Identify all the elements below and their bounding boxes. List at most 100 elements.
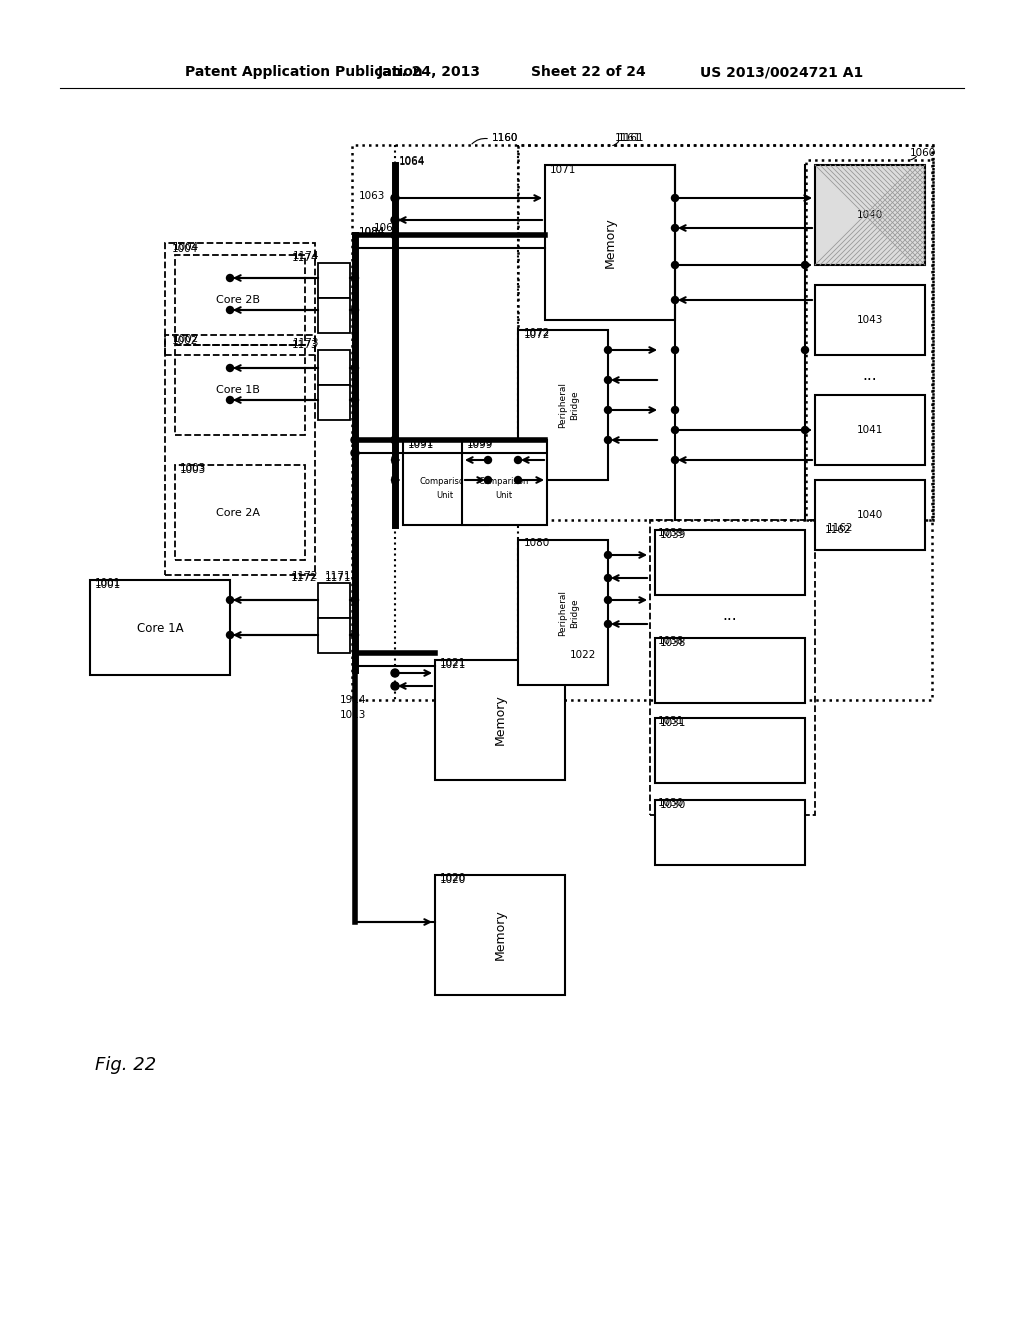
Bar [650, 520, 815, 814]
Bar [352, 145, 932, 700]
Text: 1072: 1072 [524, 327, 550, 338]
Bar [175, 465, 305, 560]
Bar [318, 583, 350, 618]
Text: Jan. 24, 2013: Jan. 24, 2013 [378, 65, 481, 79]
Text: 1171: 1171 [325, 573, 351, 583]
Text: 1080: 1080 [524, 539, 550, 548]
Text: Core 2B: Core 2B [216, 294, 260, 305]
Bar [655, 638, 805, 704]
Circle shape [484, 457, 492, 463]
Text: 1022: 1022 [570, 649, 596, 660]
Text: 1161: 1161 [615, 133, 641, 143]
Text: ...: ... [723, 607, 737, 623]
Text: 1173: 1173 [292, 341, 318, 350]
Circle shape [226, 306, 233, 314]
Bar [806, 160, 933, 520]
Text: Bridge: Bridge [570, 598, 580, 628]
Text: Fig. 22: Fig. 22 [95, 1056, 157, 1074]
Bar [318, 385, 350, 420]
Text: Peripheral: Peripheral [558, 381, 567, 428]
Text: 1039: 1039 [658, 528, 684, 539]
Circle shape [604, 376, 611, 384]
Circle shape [226, 631, 233, 639]
Bar [318, 618, 350, 653]
Bar [815, 480, 925, 550]
Text: 1038: 1038 [660, 638, 686, 648]
Text: 1084: 1084 [359, 227, 385, 238]
Bar [165, 335, 315, 576]
Text: 1914: 1914 [340, 696, 367, 705]
Circle shape [226, 275, 233, 281]
Text: 1013: 1013 [340, 710, 367, 719]
Bar [655, 800, 805, 865]
Circle shape [604, 597, 611, 603]
Circle shape [351, 631, 358, 639]
Circle shape [514, 457, 521, 463]
Bar [655, 718, 805, 783]
Bar [462, 440, 547, 525]
Text: 1171: 1171 [325, 572, 351, 581]
Text: Memory: Memory [494, 694, 507, 746]
Circle shape [391, 457, 398, 463]
Circle shape [391, 436, 399, 444]
Text: 1174: 1174 [293, 251, 319, 261]
Text: 1038: 1038 [658, 636, 684, 645]
Bar [545, 165, 675, 319]
Text: 1021: 1021 [440, 660, 466, 671]
Text: 1072: 1072 [524, 330, 550, 341]
Text: 1071: 1071 [550, 165, 577, 176]
Text: 1020: 1020 [440, 873, 466, 883]
Circle shape [604, 437, 611, 444]
Text: 1063: 1063 [358, 191, 385, 201]
Text: 1039: 1039 [660, 531, 686, 540]
Bar [435, 660, 565, 780]
Circle shape [226, 597, 233, 603]
Circle shape [672, 194, 679, 202]
Bar [165, 243, 315, 355]
Circle shape [672, 297, 679, 304]
Text: US 2013/0024721 A1: US 2013/0024721 A1 [700, 65, 863, 79]
Circle shape [672, 426, 679, 433]
Circle shape [604, 552, 611, 558]
Text: 1041: 1041 [857, 425, 883, 436]
Text: 1160: 1160 [492, 133, 518, 143]
Bar [655, 531, 805, 595]
Text: Peripheral: Peripheral [558, 590, 567, 636]
Text: 1002: 1002 [173, 334, 200, 345]
Text: 1162: 1162 [825, 525, 852, 535]
Bar [518, 145, 933, 520]
Bar [815, 395, 925, 465]
Circle shape [351, 364, 358, 371]
Circle shape [672, 407, 679, 413]
Bar [815, 165, 925, 265]
Text: 1064: 1064 [399, 157, 425, 168]
Text: 1064: 1064 [399, 156, 425, 166]
Text: 1004: 1004 [172, 244, 199, 253]
Text: 1002: 1002 [172, 337, 199, 346]
Circle shape [351, 597, 358, 603]
Text: 1099: 1099 [467, 440, 494, 450]
Circle shape [604, 407, 611, 413]
Text: 1001: 1001 [95, 579, 121, 590]
Text: 1040: 1040 [857, 210, 883, 220]
Text: 1031: 1031 [658, 715, 684, 726]
Circle shape [604, 574, 611, 582]
Text: 1172: 1172 [291, 573, 317, 583]
Circle shape [226, 364, 233, 371]
Text: 1003: 1003 [180, 465, 206, 475]
Bar [403, 440, 488, 525]
Circle shape [484, 477, 492, 483]
Bar [318, 350, 350, 385]
Text: Memory: Memory [494, 909, 507, 961]
Text: Core 1A: Core 1A [136, 622, 183, 635]
Text: 1030: 1030 [658, 799, 684, 808]
Text: 1040: 1040 [857, 510, 883, 520]
Text: Sheet 22 of 24: Sheet 22 of 24 [531, 65, 646, 79]
Circle shape [351, 436, 359, 444]
Text: Core 2A: Core 2A [216, 508, 260, 517]
Circle shape [351, 449, 359, 457]
Text: 1063: 1063 [374, 223, 400, 234]
Text: Patent Application Publication: Patent Application Publication [185, 65, 423, 79]
Text: 1173: 1173 [293, 338, 319, 348]
Text: 1003: 1003 [180, 463, 206, 473]
